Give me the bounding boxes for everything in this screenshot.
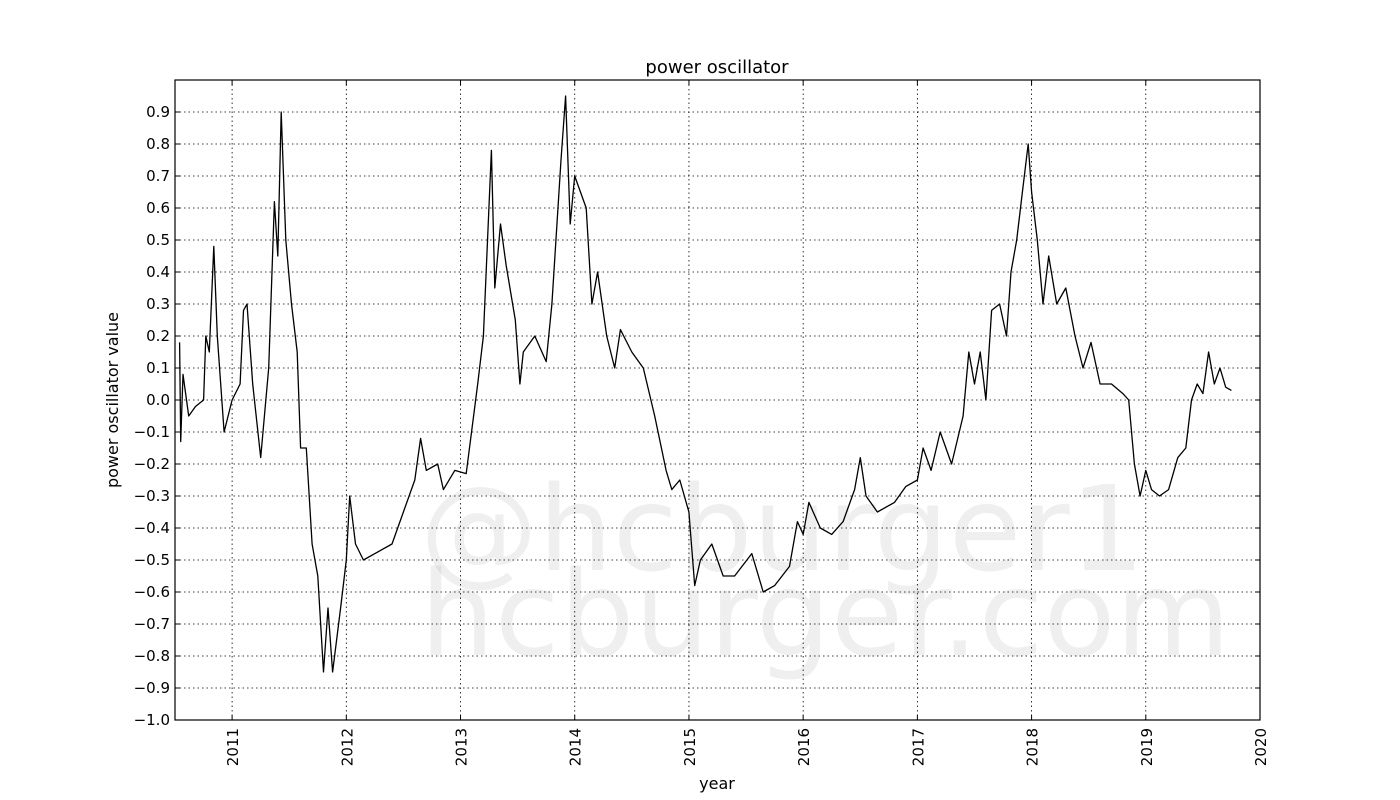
watermark-site: hcburger.com <box>420 545 1231 683</box>
y-tick-label: 0.4 <box>146 263 170 281</box>
x-tick-label: 2019 <box>1138 728 1156 766</box>
y-tick-label: −0.8 <box>134 647 170 665</box>
watermark: @hcburger1 hcburger.com <box>420 460 1231 683</box>
x-tick-label: 2012 <box>338 728 356 766</box>
x-tick-label: 2014 <box>567 728 585 766</box>
y-tick-label: −0.3 <box>134 487 170 505</box>
y-tick-label: 0.7 <box>146 167 170 185</box>
y-tick-label: −1.0 <box>134 711 170 729</box>
x-tick-label: 2018 <box>1024 728 1042 766</box>
y-tick-label: −0.6 <box>134 583 170 601</box>
y-tick-label: 0.9 <box>146 103 170 121</box>
y-tick-label: 0.0 <box>146 391 170 409</box>
y-tick-label: 0.6 <box>146 199 170 217</box>
y-tick-label: −0.7 <box>134 615 170 633</box>
series-line <box>178 95 1232 673</box>
x-tick-label: 2013 <box>453 728 471 766</box>
y-tick-label: −0.1 <box>134 423 170 441</box>
y-tick-label: 0.8 <box>146 135 170 153</box>
x-tick-label: 2011 <box>224 728 242 766</box>
x-tick-label: 2015 <box>681 728 699 766</box>
x-tick-label: 2017 <box>909 728 927 766</box>
y-tick-label: −0.2 <box>134 455 170 473</box>
series-line-group <box>178 95 1232 673</box>
y-tick-label: −0.5 <box>134 551 170 569</box>
x-tick-label: 2020 <box>1252 728 1270 766</box>
y-tick-label: −0.4 <box>134 519 170 537</box>
y-tick-label: 0.1 <box>146 359 170 377</box>
y-tick-label: 0.3 <box>146 295 170 313</box>
y-tick-label: −0.9 <box>134 679 170 697</box>
ticks: 2011 2012 2013 2014 2015 2016 2017 2018 2019 2020… <box>134 80 1270 766</box>
y-axis-label: power oscillator value <box>103 312 122 488</box>
y-tick-label: 0.2 <box>146 327 170 345</box>
x-axis-label: year <box>699 774 735 793</box>
grid <box>175 80 1261 721</box>
x-tick-label: 2016 <box>795 728 813 766</box>
chart-title: power oscillator <box>645 57 789 78</box>
y-tick-label: 0.5 <box>146 231 170 249</box>
